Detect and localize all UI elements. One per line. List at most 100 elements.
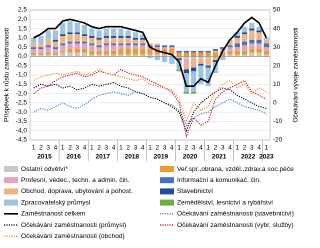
legend-swatch <box>4 166 18 172</box>
bar-segment <box>205 65 211 68</box>
bar-segment <box>234 47 240 51</box>
bar-segment <box>205 52 211 57</box>
plot-frame <box>29 9 271 141</box>
bar-segment <box>191 71 197 92</box>
bar-segment <box>125 49 131 55</box>
bar-segment <box>67 34 73 42</box>
bar-segment <box>132 49 139 55</box>
x-tick-label: 2 <box>155 145 159 152</box>
line <box>33 68 267 123</box>
bar-segment <box>205 67 211 87</box>
bar-segment <box>176 50 182 53</box>
y-axis-title: Příspěvek k růstu zaměstnanosti <box>3 28 11 122</box>
bar-segment <box>212 52 219 57</box>
bar-segment <box>74 43 80 49</box>
legend-swatch <box>4 188 18 195</box>
bar-segment <box>227 54 233 57</box>
y-tick-label: -4,0 <box>16 127 28 134</box>
bar-segment <box>96 39 102 46</box>
bar-segment <box>169 47 175 49</box>
legend-label: Ostatní odvětví* <box>21 166 68 173</box>
bar-segment <box>52 52 59 55</box>
chart: Příspěvek k růstu zaměstnanosti Očekáván… <box>3 7 300 240</box>
bar-segment <box>169 49 175 55</box>
legend-swatch <box>4 177 18 184</box>
bar-segment <box>205 50 211 53</box>
y-tick-label: -1,0 <box>16 72 28 79</box>
year-label: 2021 <box>212 154 227 161</box>
line <box>33 16 268 87</box>
bar-segment <box>263 47 269 51</box>
bar-segment <box>198 52 204 57</box>
bar-segment <box>241 34 248 42</box>
x-tick-label: 4 <box>54 145 58 152</box>
bar-segment <box>96 37 102 40</box>
bar-segment <box>118 54 124 57</box>
year-label: 2019 <box>154 154 169 161</box>
bar-segment <box>81 41 88 44</box>
legend-label: Veř.spr.,obrana, vzděl.,zdrav.a soc.péče <box>177 166 294 173</box>
bar-segment <box>38 54 44 57</box>
y2-tick-label: 30 <box>273 44 281 51</box>
bar-segment <box>74 34 80 42</box>
bar-segment <box>241 26 248 33</box>
bar-segment <box>96 54 102 57</box>
bar-segment <box>60 36 66 44</box>
bar-segment <box>191 58 197 61</box>
bar-segment <box>38 47 44 49</box>
bar-segment <box>220 52 226 57</box>
bar-segment <box>234 37 240 44</box>
bar-segment <box>256 32 262 40</box>
y-tick-label: 2,0 <box>18 16 27 23</box>
bar-segment <box>60 50 66 53</box>
bar-segment <box>45 47 51 53</box>
bar-segment <box>140 54 146 57</box>
bar-segment <box>60 45 66 51</box>
x-tick-label: 3 <box>134 145 138 152</box>
bar-segment <box>249 28 255 31</box>
bar-segment <box>161 56 168 62</box>
bar-segment <box>154 47 160 49</box>
legend-label: Profesní, vědec., techn. a admin. čin. <box>21 177 130 184</box>
bar-segment <box>89 37 95 44</box>
y-tick-label: -4,5 <box>16 137 28 144</box>
bar-segment <box>140 43 146 46</box>
bar-segment <box>52 49 59 53</box>
legend-swatch <box>160 177 174 184</box>
bar-segment <box>212 49 219 51</box>
bar-segment <box>241 41 248 46</box>
y2-tick-label: 0 <box>273 100 277 107</box>
x-tick-label: 2 <box>243 145 247 152</box>
bar-segment <box>125 54 131 57</box>
x-tick-label: 1 <box>265 145 269 152</box>
bar-segment <box>147 49 153 55</box>
bar-segment <box>191 91 197 94</box>
bar-segment <box>256 43 262 49</box>
bar-segment <box>74 41 80 44</box>
bar-segment <box>234 43 240 48</box>
line <box>33 68 267 139</box>
bar-segment <box>198 56 204 59</box>
line <box>33 81 267 133</box>
bar-segment <box>183 69 189 74</box>
bar-segment <box>191 60 197 68</box>
bar-segment <box>111 36 117 38</box>
bar-segment <box>31 47 37 49</box>
x-tick-label: 4 <box>228 145 232 152</box>
bar-segment <box>147 43 153 46</box>
bar-segment <box>147 47 153 49</box>
bar-segment <box>256 52 262 57</box>
bar-segment <box>198 65 204 85</box>
bar-segment <box>74 49 80 53</box>
y-tick-label: -3,5 <box>16 118 28 125</box>
bar-segment <box>60 23 66 35</box>
bar-segment <box>183 91 189 94</box>
bar-segment <box>74 32 80 35</box>
x-tick-label: 3 <box>192 145 196 152</box>
y-tick-label: 1,0 <box>18 35 27 42</box>
bar-segment <box>103 45 109 51</box>
bar-segment <box>38 36 44 44</box>
bar-segment <box>140 34 146 38</box>
bar-segment <box>31 49 37 53</box>
x-tick-label: 1 <box>90 145 94 152</box>
